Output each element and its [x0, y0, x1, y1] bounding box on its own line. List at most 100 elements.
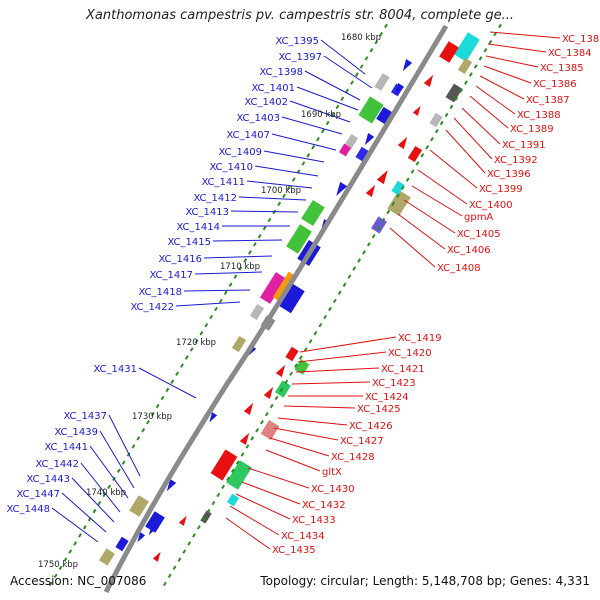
- gene-label-xc-1439[interactable]: XC_1439: [54, 427, 98, 438]
- right-feature[interactable]: [407, 145, 423, 163]
- right-feature-arrow[interactable]: [275, 363, 288, 377]
- gene-label-xc-1401[interactable]: XC_1401: [251, 83, 295, 94]
- gene-label-xc-1418[interactable]: XC_1418: [138, 287, 182, 298]
- gene-label-xc-1424[interactable]: XC_1424: [365, 392, 409, 403]
- gene-label-xc-1433[interactable]: XC_1433: [292, 515, 336, 526]
- right-feature[interactable]: [445, 83, 463, 103]
- gene-label-xc-1388[interactable]: XC_1388: [517, 110, 561, 121]
- right-feature[interactable]: [439, 41, 459, 63]
- gene-label-xc-1426[interactable]: XC_1426: [349, 421, 393, 432]
- gene-label-gpma[interactable]: gpmA: [464, 212, 493, 223]
- gene-label-xc-1392[interactable]: XC_1392: [494, 155, 538, 166]
- right-feature-arrow[interactable]: [263, 385, 276, 399]
- gene-label-xc-1427[interactable]: XC_1427: [340, 436, 384, 447]
- left-feature[interactable]: [277, 282, 305, 314]
- right-feature-arrow[interactable]: [152, 550, 163, 562]
- gene-label-xc-1385[interactable]: XC_1385: [540, 63, 584, 74]
- gene-label-xc-1412[interactable]: XC_1412: [193, 193, 237, 204]
- gene-label-xc-1395[interactable]: XC_1395: [275, 36, 319, 47]
- right-feature[interactable]: [226, 493, 240, 507]
- right-feature-arrow[interactable]: [423, 73, 436, 87]
- left-feature[interactable]: [374, 73, 390, 91]
- gene-label-xc-1431[interactable]: XC_1431: [93, 364, 137, 375]
- gene-label-xc-1389[interactable]: XC_1389: [510, 124, 554, 135]
- gene-label-xc-1435[interactable]: XC_1435: [272, 545, 316, 556]
- gene-label-xc-1397[interactable]: XC_1397: [278, 52, 322, 63]
- gene-label-xc-1411[interactable]: XC_1411: [201, 177, 245, 188]
- gene-label-xc-1423[interactable]: XC_1423: [372, 378, 416, 389]
- right-feature[interactable]: [294, 359, 310, 375]
- gene-label-xc-1410[interactable]: XC_1410: [209, 162, 253, 173]
- gene-label-xc-1421[interactable]: XC_1421: [381, 364, 425, 375]
- right-feature[interactable]: [285, 346, 299, 362]
- left-feature-arrow[interactable]: [207, 412, 218, 424]
- gene-label-xc-1448[interactable]: XC_1448: [6, 504, 50, 515]
- gene-label-xc-1413[interactable]: XC_1413: [185, 207, 229, 218]
- left-feature[interactable]: [338, 143, 352, 157]
- right-feature-arrow[interactable]: [376, 168, 392, 185]
- gene-label-xc-1441[interactable]: XC_1441: [44, 442, 88, 453]
- left-feature-arrow[interactable]: [392, 83, 405, 97]
- left-feature[interactable]: [129, 495, 149, 517]
- gene-label-xc-1428[interactable]: XC_1428: [331, 452, 375, 463]
- gene-label-xc-1402[interactable]: XC_1402: [244, 97, 288, 108]
- gene-label-xc-1396[interactable]: XC_1396: [487, 169, 531, 180]
- gene-label-xc-1408[interactable]: XC_1408: [437, 263, 481, 274]
- gene-label-xc-1415[interactable]: XC_1415: [167, 237, 211, 248]
- gene-label-xc-1387[interactable]: XC_1387: [526, 95, 570, 106]
- gene-label-xc-1419[interactable]: XC_1419: [398, 333, 442, 344]
- right-feature[interactable]: [200, 510, 212, 524]
- gene-label-xc-1398[interactable]: XC_1398: [259, 67, 303, 78]
- right-feature[interactable]: [429, 112, 443, 128]
- left-feature[interactable]: [145, 511, 165, 533]
- left-feature-arrow[interactable]: [333, 181, 348, 198]
- gene-label-xc-1391[interactable]: XC_1391: [502, 140, 546, 151]
- right-feature-arrow[interactable]: [239, 431, 252, 445]
- right-feature-arrow[interactable]: [178, 514, 189, 526]
- right-feature-arrow[interactable]: [243, 401, 256, 415]
- left-feature[interactable]: [259, 272, 287, 304]
- gene-label-xc-1407[interactable]: XC_1407: [226, 130, 270, 141]
- left-feature-arrow[interactable]: [135, 532, 146, 544]
- right-feature[interactable]: [260, 420, 280, 440]
- right-feature-arrow[interactable]: [412, 104, 423, 116]
- gene-label-gltx[interactable]: gltX: [322, 467, 342, 478]
- left-feature[interactable]: [376, 106, 394, 126]
- gene-label-xc-1406[interactable]: XC_1406: [447, 245, 491, 256]
- left-feature[interactable]: [115, 536, 129, 552]
- left-feature[interactable]: [358, 96, 384, 124]
- gene-label-xc-1416[interactable]: XC_1416: [158, 254, 202, 265]
- gene-label-xc-1384[interactable]: XC_1384: [548, 48, 592, 59]
- right-feature[interactable]: [454, 32, 480, 62]
- right-feature-arrow[interactable]: [397, 135, 410, 149]
- left-feature-arrow[interactable]: [400, 59, 413, 73]
- gene-label-xc-1414[interactable]: XC_1414: [176, 222, 220, 233]
- gene-label-xc-1399[interactable]: XC_1399: [479, 184, 523, 195]
- gene-label-xc-1447[interactable]: XC_1447: [16, 489, 60, 500]
- left-feature[interactable]: [301, 199, 325, 227]
- left-feature[interactable]: [355, 146, 369, 162]
- gene-label-xc-1400[interactable]: XC_1400: [469, 200, 513, 211]
- gene-label-xc-1442[interactable]: XC_1442: [35, 459, 79, 470]
- left-feature-arrow[interactable]: [146, 523, 159, 537]
- right-feature-arrow[interactable]: [365, 183, 378, 197]
- gene-label-xc-1425[interactable]: XC_1425: [357, 404, 401, 415]
- right-feature[interactable]: [210, 449, 238, 481]
- gene-label-xc-1417[interactable]: XC_1417: [149, 270, 193, 281]
- gene-label-xc-1437[interactable]: XC_1437: [63, 411, 107, 422]
- gene-label-xc-1386[interactable]: XC_1386: [533, 79, 577, 90]
- gene-label-xc-1443[interactable]: XC_1443: [26, 474, 70, 485]
- left-feature-arrow[interactable]: [164, 479, 177, 493]
- gene-label-xc-1403[interactable]: XC_1403: [236, 113, 280, 124]
- gene-label-xc-1405[interactable]: XC_1405: [457, 229, 501, 240]
- right-feature[interactable]: [226, 460, 252, 490]
- left-feature[interactable]: [249, 303, 265, 321]
- gene-label-xc-1382[interactable]: XC_1382: [562, 34, 600, 45]
- gene-label-xc-1420[interactable]: XC_1420: [388, 348, 432, 359]
- gene-label-xc-1409[interactable]: XC_1409: [218, 147, 262, 158]
- right-feature[interactable]: [457, 57, 473, 75]
- left-feature[interactable]: [99, 548, 115, 566]
- left-feature[interactable]: [286, 224, 312, 254]
- right-feature[interactable]: [391, 180, 405, 196]
- gene-label-xc-1422[interactable]: XC_1422: [130, 302, 174, 313]
